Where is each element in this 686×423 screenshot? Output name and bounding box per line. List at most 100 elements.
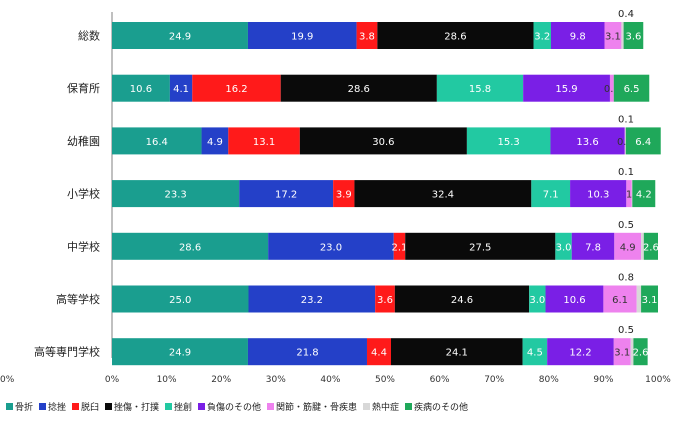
- data-label: 28.6: [179, 242, 201, 253]
- bar-segment: [636, 285, 642, 313]
- bar-segment: [228, 127, 300, 155]
- data-label: 6.1: [612, 295, 628, 306]
- bar-segment: [112, 232, 269, 260]
- data-label: 3.0: [529, 295, 545, 306]
- bar-segment: [239, 180, 334, 208]
- data-label: 3.1: [642, 295, 658, 306]
- legend-swatch: [165, 403, 172, 410]
- x-tick-label: 30%: [266, 375, 286, 385]
- bar-segment: [603, 285, 637, 313]
- data-label: 19.9: [291, 32, 313, 43]
- data-label: 28.6: [444, 32, 466, 43]
- category-label: 高等専門学校: [34, 345, 100, 359]
- bar-segment: [356, 22, 378, 49]
- data-label: 4.2: [636, 190, 652, 201]
- data-label: 3.8: [359, 32, 375, 43]
- data-label: 23.2: [301, 295, 323, 306]
- above-bar-label: 0.5: [618, 325, 634, 336]
- legend-label: 熱中症: [372, 401, 399, 413]
- bar-segment: [529, 285, 546, 313]
- bar-segment: [545, 285, 604, 313]
- data-label: 3.1: [614, 348, 630, 359]
- bar-segment: [630, 338, 634, 366]
- data-label: 17.2: [275, 190, 297, 201]
- bar-segment: [613, 338, 631, 366]
- bar-segment: [571, 232, 615, 260]
- x-tick-label: 60%: [430, 375, 450, 385]
- x-tick-label: 50%: [375, 375, 395, 385]
- legend-label: 挫創: [174, 401, 192, 413]
- data-label: 4.5: [527, 348, 543, 359]
- data-label: 4.1: [173, 84, 189, 95]
- data-label: 6.4: [635, 137, 651, 148]
- bar-segment: [533, 22, 551, 49]
- category-label: 小学校: [67, 187, 100, 201]
- data-label: 3.0: [556, 242, 572, 253]
- data-label: 23.3: [164, 190, 186, 201]
- bar-segment: [550, 22, 605, 49]
- data-label: 24.9: [169, 348, 191, 359]
- bar-segment: [547, 338, 614, 366]
- bar-segment: [354, 180, 532, 208]
- data-label: 15.8: [469, 84, 491, 95]
- data-label: 6.5: [624, 84, 640, 95]
- legend-label: 負傷のその他: [207, 401, 261, 413]
- bar-segment: [280, 74, 437, 102]
- data-label: 4.4: [371, 348, 387, 359]
- bar-segment: [169, 74, 193, 102]
- data-label: 3.1: [605, 32, 621, 43]
- above-bar-label: 0.1: [618, 167, 634, 178]
- bar-segment: [633, 338, 648, 366]
- legend-swatch: [72, 403, 79, 410]
- bar-segment: [550, 127, 625, 155]
- bar-segment: [112, 338, 248, 366]
- bar-segment: [394, 285, 530, 313]
- bar-segment: [625, 127, 661, 155]
- data-label: 23.0: [320, 242, 342, 253]
- bar-segment: [623, 22, 644, 49]
- above-bar-label: 0.5: [618, 220, 634, 231]
- bar-segment: [333, 180, 355, 208]
- legend-swatch: [267, 403, 274, 410]
- data-label: 15.3: [498, 137, 520, 148]
- legend-label: 関節・筋腱・骨疾患: [276, 401, 357, 413]
- x-tick-label: 100%: [645, 375, 671, 385]
- bar-segment: [192, 74, 281, 102]
- data-label: 13.6: [576, 137, 598, 148]
- category-label: 高等学校: [56, 292, 100, 306]
- bar-segment: [522, 338, 548, 366]
- data-label: 24.9: [169, 32, 191, 43]
- legend-swatch: [363, 403, 370, 410]
- bar-segment: [621, 22, 624, 49]
- data-label: 4.9: [620, 242, 636, 253]
- bar-segment: [112, 180, 240, 208]
- category-label: 保育所: [67, 81, 100, 95]
- bar-segment: [393, 232, 406, 260]
- data-label: 21.8: [296, 348, 318, 359]
- legend-label: 疾病のその他: [414, 401, 468, 413]
- above-bar-label: 0.1: [618, 114, 634, 125]
- bar-segment: [570, 180, 627, 208]
- bar-segment: [555, 232, 572, 260]
- bar-segment: [247, 22, 357, 49]
- data-label: 16.4: [146, 137, 168, 148]
- legend-swatch: [105, 403, 112, 410]
- data-label: 30.6: [372, 137, 394, 148]
- bar-segment: [366, 338, 392, 366]
- bar-segment: [609, 74, 614, 102]
- data-label: 2.1: [392, 242, 408, 253]
- bar-segment: [631, 180, 633, 208]
- legend-label: 捻挫: [48, 401, 66, 413]
- bar-segment: [626, 180, 632, 208]
- bar-segment: [641, 232, 644, 260]
- data-label: 10.6: [563, 295, 585, 306]
- bar-segment: [112, 22, 248, 49]
- data-label: 3.6: [625, 32, 641, 43]
- bar-segment: [436, 74, 524, 102]
- data-label: 3.2: [534, 32, 550, 43]
- data-label: 12.2: [569, 348, 591, 359]
- data-label: 0.1: [617, 137, 633, 148]
- data-label: 3.6: [377, 295, 393, 306]
- x-tick-label: 40%: [320, 375, 340, 385]
- bar-segment: [625, 127, 626, 155]
